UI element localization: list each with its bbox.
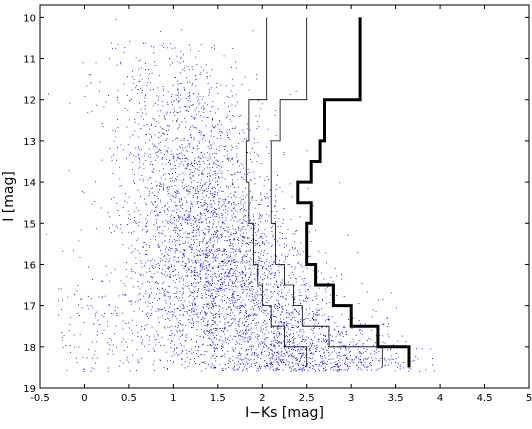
x-axis-ticks: -0.5 0 0.5 1 1.5 2 2.5 3 3.5 4 4.5 5 [30,5,532,404]
x-tick-label: 0.5 [121,393,137,404]
y-tick-label: 14 [23,178,36,189]
x-tick-label: 3.5 [388,393,404,404]
y-tick-label: 15 [23,219,36,230]
x-tick-label: 3 [348,393,354,404]
y-tick-label: 16 [23,260,36,271]
scatter-point-cloud [45,18,435,372]
x-tick-label: -0.5 [30,393,50,404]
y-tick-label: 18 [23,343,36,354]
y-tick-label: 12 [23,96,36,107]
y-axis-label: I [mag] [1,171,17,222]
step-line-3 [296,17,411,368]
plot-frame [39,4,530,389]
x-axis-label: I−Ks [mag] [245,405,324,421]
x-tick-label: 4.5 [477,393,493,404]
x-tick-label: 1 [170,393,176,404]
x-tick-label: 2.5 [299,393,315,404]
scatter-points [45,18,435,372]
y-tick-label: 10 [23,13,36,24]
y-tick-label: 11 [23,55,36,66]
y-axis-ticks: 10 11 12 13 14 15 16 17 18 19 [23,13,529,395]
y-tick-label: 13 [23,137,36,148]
step-lines [245,17,411,368]
x-tick-label: 1.5 [210,393,226,404]
x-tick-label: 0 [81,393,87,404]
x-tick-label: 4 [437,393,443,404]
y-tick-label: 17 [23,302,36,313]
x-tick-label: 2 [259,393,265,404]
step-line-2 [270,17,383,368]
step-line-1 [245,17,308,368]
x-tick-label: 5 [526,393,532,404]
y-tick-label: 19 [23,384,36,395]
